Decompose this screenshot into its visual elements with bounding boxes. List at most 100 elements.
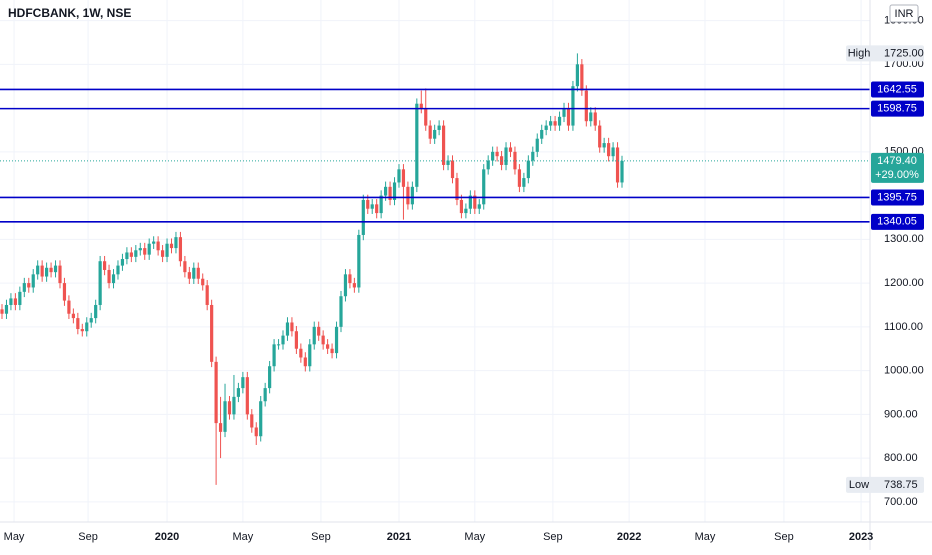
y-tick-label: 800.00: [884, 452, 918, 464]
y-tick-label: 1000.00: [884, 365, 924, 377]
level-label: 1642.55: [877, 83, 917, 95]
x-tick-label: 2021: [387, 531, 411, 543]
x-tick-label: May: [464, 531, 485, 543]
candle-body: [129, 252, 133, 257]
candle-body: [80, 329, 84, 332]
candle-body: [263, 388, 267, 402]
candle-body: [357, 234, 361, 288]
candle-body: [227, 401, 232, 415]
candle-body: [468, 195, 472, 209]
candle-body: [584, 90, 588, 122]
y-tick-label: 1300.00: [884, 233, 924, 245]
candle-body: [352, 283, 356, 288]
candle-body: [27, 283, 31, 288]
candle-body: [375, 204, 379, 214]
candle-body: [281, 335, 285, 345]
candle-body: [303, 357, 307, 367]
chart-title: HDFCBANK, 1W, NSE: [8, 6, 131, 20]
candle-body: [201, 278, 205, 286]
candle-body: [410, 186, 414, 205]
candle-body: [566, 108, 571, 126]
candle-body: [147, 243, 151, 255]
y-tick-label: 700.00: [884, 496, 918, 508]
candle-body: [160, 250, 165, 257]
x-tick-label: Sep: [774, 531, 794, 543]
candle-body: [58, 265, 62, 284]
candle-body: [254, 427, 258, 437]
candle-body: [268, 366, 272, 389]
level-label-box: [871, 100, 924, 117]
candle-body: [210, 304, 214, 362]
candle-body: [9, 298, 13, 305]
currency-label: INR: [895, 8, 914, 20]
candle-body: [321, 335, 325, 345]
candle-body: [450, 160, 455, 179]
candle-body: [294, 331, 298, 349]
plot: [0, 53, 870, 485]
candle-body: [308, 344, 312, 367]
candle-body: [67, 300, 71, 314]
x-tick-label: Sep: [311, 531, 331, 543]
candle-body: [183, 261, 187, 273]
candle-body: [598, 125, 602, 148]
x-tick-label: May: [232, 531, 253, 543]
candle-body: [152, 241, 156, 244]
candle-body: [89, 318, 93, 323]
candle-body: [384, 186, 388, 196]
candle-body: [196, 267, 200, 279]
candle-body: [455, 178, 459, 200]
candle-body: [486, 160, 490, 170]
candle-body: [571, 86, 575, 126]
candle-body: [607, 143, 611, 157]
candle-body: [107, 269, 111, 284]
candle-body: [0, 309, 4, 314]
candle-body: [392, 182, 397, 200]
candle-body: [40, 265, 44, 277]
candle-body: [236, 388, 241, 397]
level-label: 1340.05: [877, 216, 917, 228]
candle-body: [299, 348, 303, 358]
last-price-box: [871, 152, 924, 183]
candle-body: [62, 283, 67, 301]
candle-body: [366, 199, 370, 209]
high-label: 1725.00: [884, 47, 924, 59]
candle-body: [473, 195, 477, 209]
candle-body: [491, 151, 495, 161]
candle-body: [522, 178, 526, 187]
candle-body: [98, 261, 102, 305]
candle-body: [540, 129, 544, 139]
candle-body: [535, 138, 539, 152]
y-tick-label: 900.00: [884, 408, 918, 420]
candle-body: [477, 204, 481, 209]
candle-body: [174, 237, 178, 249]
candle-body: [441, 125, 446, 165]
candle-body: [526, 160, 530, 179]
candle-body: [557, 116, 562, 126]
x-tick-label: 2022: [617, 531, 641, 543]
candle-body: [85, 322, 89, 332]
candle-body: [419, 103, 423, 109]
candle-body: [326, 344, 330, 349]
candle-body: [285, 322, 290, 336]
x-tick-label: 2020: [155, 531, 179, 543]
candle-body: [138, 248, 142, 251]
candle-body: [446, 160, 450, 165]
candle-body: [379, 195, 383, 214]
high-label-name: High: [848, 47, 871, 59]
candle-body: [343, 274, 348, 297]
candle-body: [165, 243, 169, 257]
candle-body: [111, 274, 116, 284]
candle-body: [531, 151, 535, 161]
candle-body: [214, 361, 218, 424]
candle-body: [424, 108, 428, 126]
candle-body: [348, 274, 352, 284]
candle-body: [580, 64, 584, 91]
high-label-box: [846, 45, 924, 62]
low-label-box: [846, 476, 924, 493]
candle-body: [549, 121, 553, 126]
x-tick-label: Sep: [543, 531, 563, 543]
candle-body: [388, 186, 392, 200]
x-tick-label: May: [4, 531, 25, 543]
level-label-box: [871, 189, 924, 206]
